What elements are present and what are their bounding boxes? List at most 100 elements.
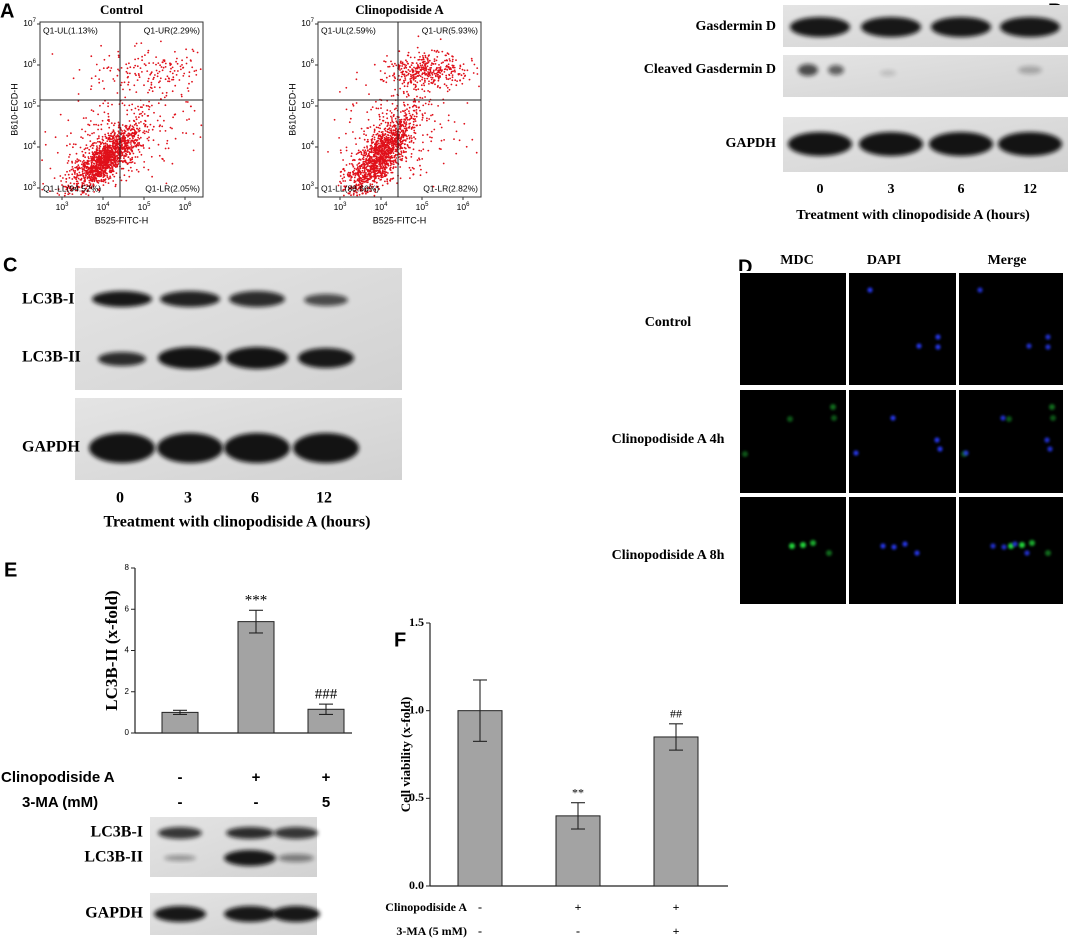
event-dot bbox=[449, 59, 451, 62]
event-dot bbox=[130, 108, 133, 111]
event-dot bbox=[437, 105, 439, 107]
event-dot bbox=[113, 175, 116, 178]
blot-band bbox=[298, 348, 354, 368]
event-dot bbox=[378, 169, 381, 172]
event-dot bbox=[65, 178, 68, 180]
event-dot bbox=[73, 176, 76, 179]
event-dot bbox=[405, 134, 407, 137]
column-label: DAPI bbox=[867, 253, 901, 268]
event-dot bbox=[407, 145, 409, 147]
event-dot bbox=[366, 147, 369, 149]
event-dot bbox=[395, 145, 398, 148]
event-dot bbox=[64, 174, 67, 176]
event-dot bbox=[386, 182, 389, 185]
event-dot bbox=[87, 123, 89, 126]
event-dot bbox=[377, 177, 380, 180]
event-dot bbox=[112, 136, 115, 139]
event-dot bbox=[103, 158, 105, 161]
event-dot bbox=[112, 129, 115, 132]
event-dot bbox=[365, 134, 367, 137]
event-dot bbox=[350, 152, 353, 155]
event-dot bbox=[109, 158, 111, 161]
tick-label: 103 bbox=[23, 182, 36, 193]
event-dot bbox=[393, 108, 396, 111]
event-dot bbox=[98, 161, 101, 164]
event-dot bbox=[352, 172, 354, 174]
event-dot bbox=[384, 139, 387, 142]
tick-base: 10 bbox=[138, 202, 148, 212]
event-dot bbox=[159, 80, 161, 82]
event-dot bbox=[407, 72, 410, 75]
tick-exponent: 6 bbox=[311, 59, 315, 65]
event-dot bbox=[96, 156, 98, 159]
event-dot bbox=[360, 153, 363, 156]
event-dot bbox=[96, 152, 99, 155]
y-axis-label: B610-ECD-H bbox=[287, 83, 297, 136]
event-dot bbox=[158, 70, 161, 73]
event-dot bbox=[476, 67, 479, 69]
event-dot bbox=[364, 160, 367, 163]
event-dot bbox=[104, 171, 107, 173]
event-dot bbox=[390, 162, 393, 165]
column-label: Merge bbox=[988, 253, 1027, 268]
event-dot bbox=[130, 141, 132, 144]
cell bbox=[914, 550, 920, 556]
event-dot bbox=[373, 155, 376, 158]
event-dot bbox=[88, 152, 91, 155]
event-dot bbox=[383, 136, 386, 139]
event-dot bbox=[466, 102, 469, 104]
condition-value: + bbox=[673, 924, 680, 938]
event-dot bbox=[185, 132, 188, 135]
event-dot bbox=[141, 59, 144, 62]
blot-band bbox=[1018, 66, 1042, 74]
event-dot bbox=[87, 133, 89, 136]
event-dot bbox=[438, 64, 440, 66]
condition-value: 5 bbox=[322, 794, 330, 811]
event-dot bbox=[436, 49, 439, 52]
event-dot bbox=[388, 143, 391, 146]
event-dot bbox=[405, 74, 408, 77]
event-dot bbox=[84, 156, 86, 159]
event-dot bbox=[117, 136, 120, 138]
event-dot bbox=[93, 178, 96, 181]
event-dot bbox=[358, 169, 360, 172]
event-dot bbox=[148, 147, 151, 150]
event-dot bbox=[412, 117, 415, 120]
event-dot bbox=[354, 186, 356, 189]
event-dot bbox=[428, 91, 431, 93]
event-dot bbox=[77, 182, 80, 185]
tick-exponent: 7 bbox=[33, 18, 37, 24]
event-dot bbox=[152, 78, 155, 80]
tick-label: 103 bbox=[334, 202, 347, 213]
event-dot bbox=[409, 66, 412, 68]
event-dot bbox=[363, 138, 366, 141]
event-dot bbox=[115, 159, 118, 162]
event-dot bbox=[163, 60, 166, 63]
event-dot bbox=[422, 58, 424, 61]
bar bbox=[161, 711, 199, 734]
condition-value: - bbox=[178, 794, 183, 811]
event-dot bbox=[383, 60, 385, 63]
event-dot bbox=[127, 75, 129, 78]
event-dot bbox=[366, 149, 369, 152]
event-dot bbox=[406, 135, 408, 138]
event-dot bbox=[371, 146, 373, 148]
event-dot bbox=[91, 180, 94, 183]
event-dot bbox=[370, 168, 373, 171]
event-dot bbox=[402, 150, 405, 152]
event-dot bbox=[140, 153, 143, 156]
lane-label: 12 bbox=[1023, 182, 1037, 197]
event-dot bbox=[381, 167, 384, 170]
event-dot bbox=[161, 61, 164, 63]
event-dot bbox=[442, 162, 445, 165]
event-dot bbox=[100, 142, 103, 145]
event-dot bbox=[186, 119, 188, 121]
event-dot bbox=[377, 126, 380, 129]
event-dot bbox=[155, 69, 158, 72]
event-dot bbox=[59, 113, 62, 116]
event-dot bbox=[381, 140, 384, 143]
event-dot bbox=[123, 104, 126, 107]
event-dot bbox=[437, 76, 440, 79]
event-dot bbox=[355, 143, 357, 146]
event-dot bbox=[399, 118, 401, 121]
